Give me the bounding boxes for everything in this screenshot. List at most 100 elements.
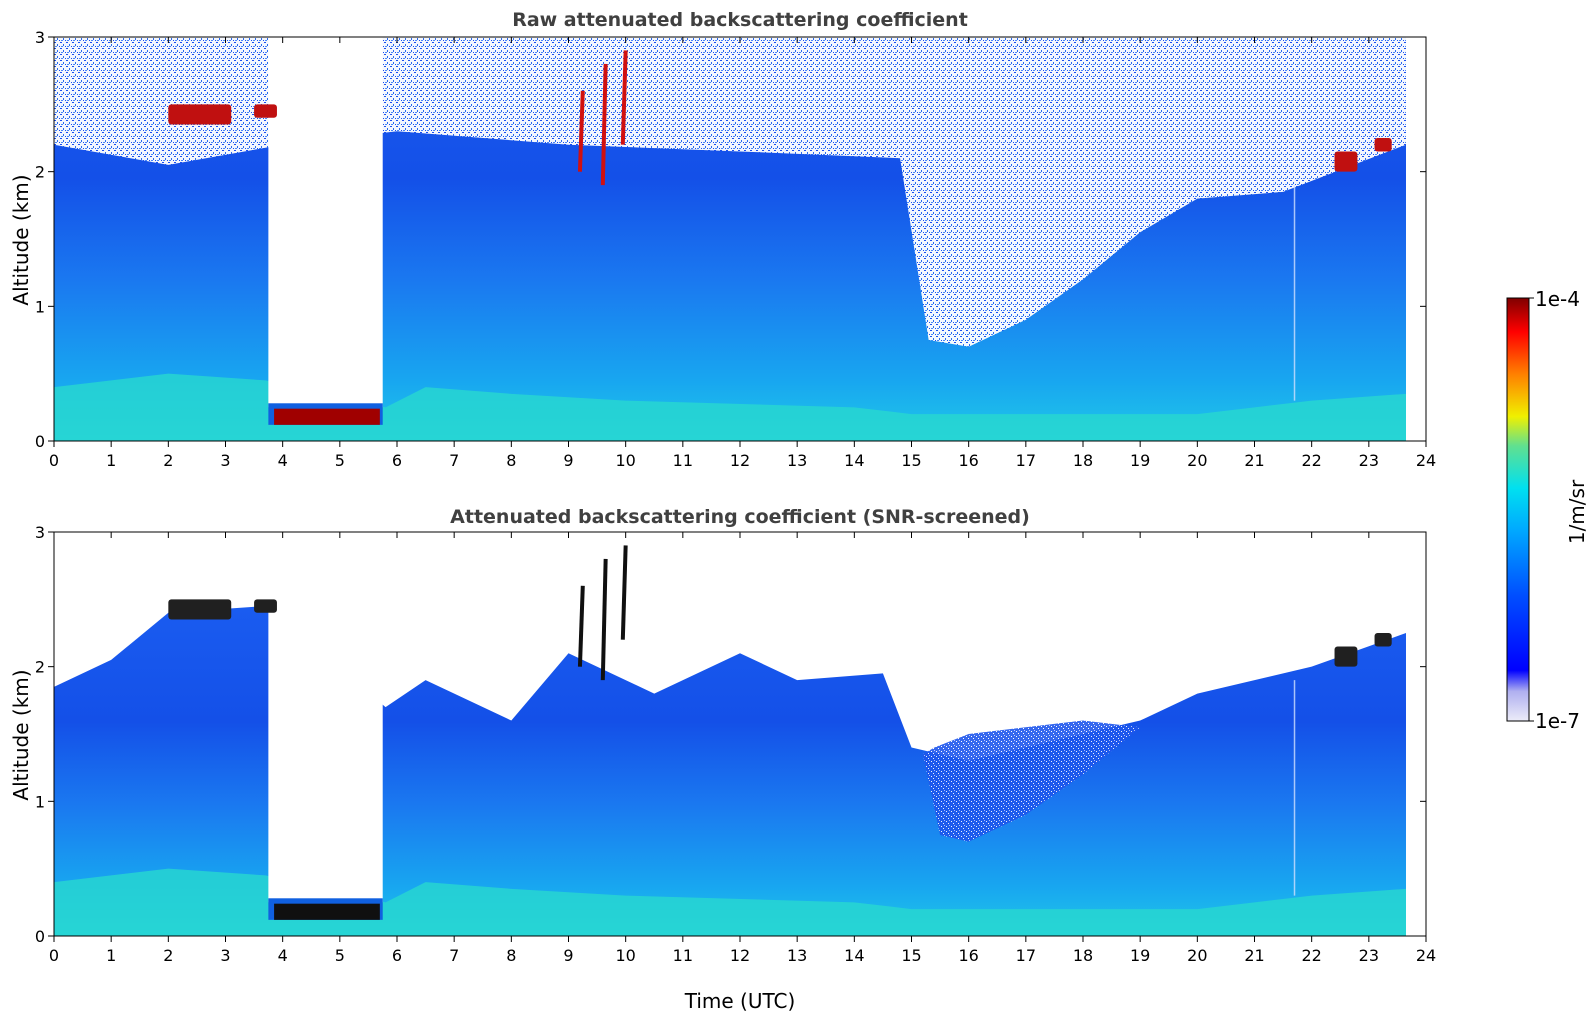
signal-gap — [268, 532, 383, 903]
x-tick-label: 20 — [1187, 946, 1207, 965]
colorbar-max-label: 1e-4 — [1535, 287, 1580, 311]
x-tick-label: 9 — [563, 946, 573, 965]
panel-screened-x-ticks: 0 1 2 3 4 5 6 7 8 9 10 11 12 13 14 15 16 17 18 19 20 21 22 23 24 — [49, 532, 1436, 965]
cloud-layer — [168, 104, 232, 125]
x-tick-label: 1 — [106, 451, 116, 470]
x-tick-label: 20 — [1187, 451, 1207, 470]
plume-streak — [577, 585, 585, 667]
x-tick-label: 23 — [1359, 451, 1379, 470]
y-tick-label: 0 — [35, 432, 45, 451]
x-tick-label: 5 — [335, 451, 345, 470]
cloud-layer — [1374, 138, 1392, 152]
panel-screened-heatmap — [54, 532, 1406, 936]
panel-raw: Raw attenuated backscattering coefficien… — [9, 9, 1436, 470]
panel-raw-title: Raw attenuated backscattering coefficien… — [512, 9, 968, 31]
cloud-layer — [168, 599, 232, 620]
panel-screened-y-ticks: 0 1 2 3 — [35, 523, 1426, 946]
panel-raw-y-label: Altitude (km) — [9, 174, 33, 305]
panel-raw-y-ticks: 0 1 2 3 — [35, 28, 1426, 451]
panel-screened-x-label: Time (UTC) — [684, 989, 796, 1013]
x-tick-label: 4 — [278, 451, 288, 470]
y-tick-label: 3 — [35, 523, 45, 542]
x-tick-label: 22 — [1301, 451, 1321, 470]
x-tick-label: 15 — [901, 451, 921, 470]
panel-raw-x-ticks: 0 1 2 3 4 5 6 7 8 9 10 11 12 13 14 15 16 17 18 19 20 21 22 23 24 — [49, 37, 1436, 470]
cloud-layer — [254, 599, 277, 613]
x-tick-label: 0 — [49, 946, 59, 965]
x-tick-label: 11 — [673, 946, 693, 965]
x-tick-label: 7 — [449, 946, 459, 965]
x-tick-label: 14 — [844, 451, 864, 470]
y-tick-label: 0 — [35, 927, 45, 946]
x-tick-label: 9 — [563, 451, 573, 470]
x-tick-label: 10 — [615, 946, 635, 965]
x-tick-label: 16 — [958, 451, 978, 470]
cloud-layer — [1334, 646, 1358, 667]
cloud-layer — [1374, 633, 1392, 647]
x-tick-label: 22 — [1301, 946, 1321, 965]
plume-streak — [620, 545, 628, 640]
x-tick-label: 16 — [958, 946, 978, 965]
plume-streak — [577, 90, 585, 172]
y-tick-label: 1 — [35, 792, 45, 811]
x-tick-label: 23 — [1359, 946, 1379, 965]
x-tick-label: 10 — [615, 451, 635, 470]
x-tick-label: 21 — [1244, 451, 1264, 470]
x-tick-label: 11 — [673, 451, 693, 470]
x-tick-label: 7 — [449, 451, 459, 470]
x-tick-label: 2 — [163, 451, 173, 470]
x-tick-label: 2 — [163, 946, 173, 965]
y-tick-label: 1 — [35, 297, 45, 316]
panel-raw-heatmap — [54, 37, 1406, 441]
colorbar-unit-label: 1/m/sr — [1565, 479, 1589, 544]
x-tick-label: 24 — [1416, 451, 1436, 470]
x-tick-label: 6 — [392, 946, 402, 965]
x-tick-label: 21 — [1244, 946, 1264, 965]
boundary-layer — [54, 373, 1406, 441]
colorbar: 1e-4 1e-7 1/m/sr — [1506, 287, 1589, 733]
noise-region — [54, 37, 1406, 347]
x-tick-label: 19 — [1130, 451, 1150, 470]
x-tick-label: 12 — [730, 451, 750, 470]
x-tick-label: 13 — [787, 451, 807, 470]
x-tick-label: 17 — [1016, 946, 1036, 965]
x-tick-label: 13 — [787, 946, 807, 965]
x-tick-label: 19 — [1130, 946, 1150, 965]
x-tick-label: 15 — [901, 946, 921, 965]
low-cloud-core — [274, 408, 380, 425]
x-tick-label: 18 — [1073, 451, 1093, 470]
screened-noise-region — [922, 720, 1141, 842]
plume-streak — [600, 558, 608, 681]
boundary-layer — [54, 868, 1406, 936]
x-tick-label: 1 — [106, 946, 116, 965]
x-tick-label: 18 — [1073, 946, 1093, 965]
panel-screened-title: Attenuated backscattering coefficient (S… — [450, 506, 1030, 528]
x-tick-label: 12 — [730, 946, 750, 965]
x-tick-label: 3 — [220, 451, 230, 470]
plume-streak — [600, 63, 608, 186]
colorbar-min-label: 1e-7 — [1535, 709, 1580, 733]
x-tick-label: 17 — [1016, 451, 1036, 470]
screened-field — [54, 606, 1406, 936]
x-tick-label: 8 — [506, 451, 516, 470]
cloud-layer — [254, 104, 277, 118]
y-tick-label: 3 — [35, 28, 45, 47]
panel-screened: Attenuated backscattering coefficient (S… — [9, 506, 1436, 1013]
x-tick-label: 4 — [278, 946, 288, 965]
x-tick-label: 14 — [844, 946, 864, 965]
colorbar-gradient — [1506, 297, 1530, 722]
panel-screened-y-label: Altitude (km) — [9, 669, 33, 800]
x-tick-label: 5 — [335, 946, 345, 965]
plume-streak — [620, 50, 628, 145]
x-tick-label: 8 — [506, 946, 516, 965]
low-cloud-core — [274, 903, 380, 920]
x-tick-label: 6 — [392, 451, 402, 470]
x-tick-label: 0 — [49, 451, 59, 470]
y-tick-label: 2 — [35, 658, 45, 677]
y-tick-label: 2 — [35, 163, 45, 182]
x-tick-label: 24 — [1416, 946, 1436, 965]
cloud-layer — [1334, 151, 1358, 172]
x-tick-label: 3 — [220, 946, 230, 965]
signal-gap — [268, 37, 383, 408]
